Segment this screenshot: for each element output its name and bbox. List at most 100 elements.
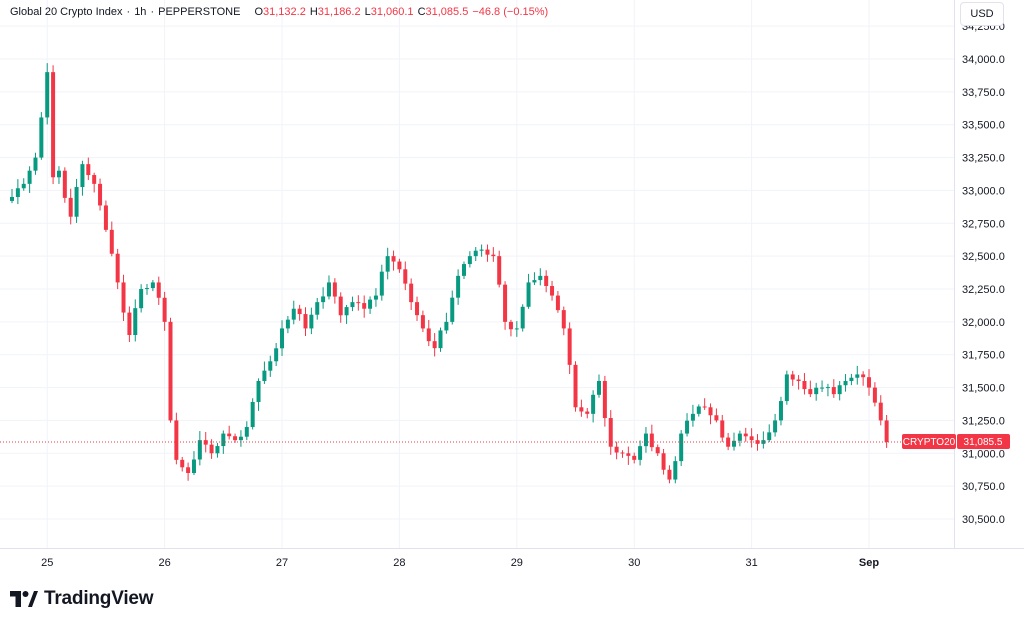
candle-body: [632, 455, 637, 460]
exchange-label: PEPPERSTONE: [158, 6, 241, 18]
candle-body: [209, 444, 214, 454]
candle-body: [679, 433, 684, 462]
chart-grid: [0, 0, 954, 548]
candle-body: [825, 387, 830, 389]
price-tag: CRYPTO20 31,085.5: [902, 434, 1010, 449]
candle-body: [262, 370, 267, 381]
price-tick-label: 30,750.0: [962, 481, 1005, 493]
candle-body: [526, 282, 531, 307]
candle-body: [655, 447, 660, 454]
candle-body: [127, 312, 132, 335]
candle-body: [479, 249, 484, 251]
candle-body: [92, 175, 97, 184]
candle-body: [98, 183, 103, 206]
candle-body: [227, 433, 232, 437]
candle-body: [749, 436, 754, 441]
candle-body: [538, 275, 543, 281]
candle-body: [256, 381, 261, 402]
price-tick-label: 32,000.0: [962, 317, 1005, 329]
symbol-name[interactable]: Global 20 Crypto Index: [10, 6, 123, 18]
candle-body: [74, 187, 79, 217]
price-tick-label: 32,500.0: [962, 251, 1005, 263]
candle-body: [708, 407, 713, 416]
candle-body: [761, 440, 766, 444]
candle-body: [508, 321, 513, 330]
candle-body: [861, 374, 866, 378]
time-tick-label: 29: [511, 557, 523, 569]
candle-body: [309, 314, 314, 329]
ohlc-change: −46.8 (−0.15%): [472, 6, 549, 18]
candle-body: [27, 170, 32, 184]
candle-body: [203, 440, 208, 445]
ohlc-low: L31,060.1: [364, 6, 414, 18]
candle-body: [415, 302, 420, 316]
candle-body: [280, 328, 285, 349]
candle-body: [456, 275, 461, 298]
price-tick-label: 31,250.0: [962, 415, 1005, 427]
candle-body: [667, 469, 672, 480]
price-axis[interactable]: 30,500.0 30,750.0 31,000.0 31,250.0 31,500.0…: [962, 21, 1005, 526]
candle-body: [391, 256, 396, 262]
candle-body: [373, 295, 378, 300]
candle-body: [878, 402, 883, 421]
time-tick-label: 31: [745, 557, 757, 569]
candle-body: [379, 271, 384, 296]
candle-body: [784, 374, 789, 402]
candle-body: [156, 282, 161, 298]
candle-body: [33, 157, 38, 171]
candle-body: [597, 381, 601, 395]
candle-body: [544, 275, 549, 287]
candle-body: [68, 197, 73, 217]
candle-body: [315, 302, 320, 315]
candle-body: [244, 427, 249, 437]
candle-body: [491, 254, 496, 257]
symbol-legend[interactable]: Global 20 Crypto Index · 1h · PEPPERSTON…: [10, 6, 549, 18]
candle-body: [843, 381, 848, 386]
tradingview-brand[interactable]: TradingView: [10, 588, 154, 610]
candle-body: [168, 321, 173, 421]
candle-body: [608, 418, 613, 447]
candle-body: [45, 72, 50, 118]
candle-body: [444, 321, 449, 331]
candle-body: [426, 328, 431, 342]
candle-body: [638, 446, 643, 460]
candle-body: [573, 364, 578, 408]
candle-body: [550, 286, 555, 296]
candle-body: [450, 297, 455, 322]
time-tick-label: 25: [41, 557, 53, 569]
candle-body: [726, 437, 731, 447]
price-tick-label: 33,000.0: [962, 185, 1005, 197]
candle-body: [673, 461, 678, 480]
price-tick-label: 32,250.0: [962, 284, 1005, 296]
candle-body: [197, 440, 202, 460]
candle-body: [485, 249, 490, 255]
candle-body: [820, 387, 825, 389]
interval-label[interactable]: 1h: [134, 6, 147, 18]
candle-body: [250, 401, 255, 427]
candle-body: [702, 406, 707, 408]
candle-body: [174, 420, 179, 460]
candle-body: [285, 319, 290, 329]
candle-body: [743, 433, 748, 437]
candle-body: [620, 452, 625, 454]
time-axis[interactable]: 25 26 27 28 29 30 31 Sep: [41, 557, 879, 569]
price-tick-label: 31,500.0: [962, 383, 1005, 395]
price-tick-label: 34,000.0: [962, 54, 1005, 66]
candle-body: [186, 467, 191, 473]
candle-body: [831, 387, 836, 395]
candle-body: [503, 284, 508, 322]
tradingview-logo-icon: [10, 591, 38, 607]
candle-body: [643, 433, 648, 447]
candle-body: [720, 420, 725, 438]
currency-button[interactable]: USD: [960, 2, 1004, 26]
candle-body: [808, 389, 813, 395]
candle-body: [15, 188, 20, 197]
candle-body: [10, 197, 14, 201]
candle-body: [238, 436, 243, 441]
ohlc-high: H31,186.2: [309, 6, 361, 18]
candle-body: [403, 269, 408, 284]
candle-body: [532, 280, 537, 283]
candle-body: [121, 282, 126, 313]
candle-body: [409, 283, 414, 303]
